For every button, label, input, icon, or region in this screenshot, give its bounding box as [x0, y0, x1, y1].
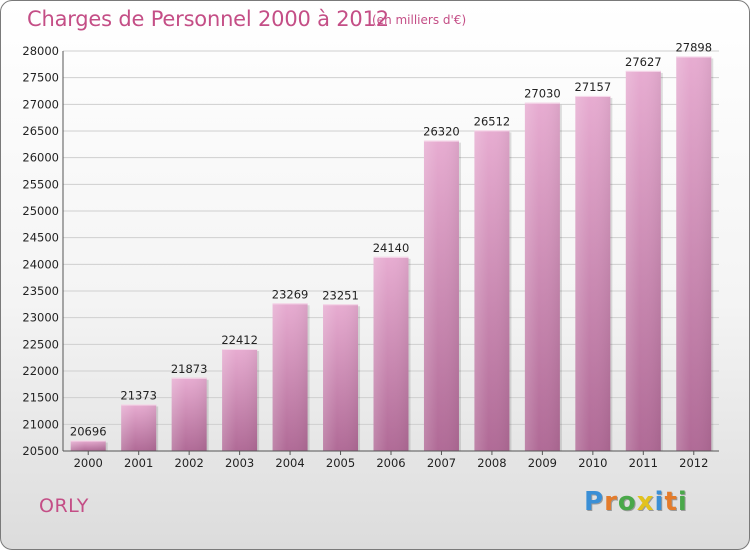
y-tick-label: 24000: [22, 257, 59, 271]
bar-layer: [70, 56, 714, 452]
y-tick-label: 28000: [22, 44, 59, 58]
x-tick-label: 2002: [175, 456, 204, 470]
logo-letter: r: [604, 487, 618, 517]
y-tick-label: 27500: [22, 71, 59, 85]
x-tick-label: 2001: [124, 456, 153, 470]
data-label: 27898: [675, 40, 712, 54]
y-tick-label: 20500: [22, 444, 59, 458]
bar-shine: [575, 95, 611, 452]
y-tick-label: 26000: [22, 151, 59, 165]
bar-shine: [70, 440, 106, 451]
data-label: 23251: [322, 288, 359, 302]
x-tick-label: 2012: [679, 456, 708, 470]
data-label: 21373: [120, 388, 157, 402]
chart-subtitle: (en milliers d'€): [372, 13, 467, 27]
bar-shine: [373, 256, 409, 451]
bar-shine: [676, 56, 712, 451]
x-tick-label: 2007: [427, 456, 456, 470]
bar-shine: [625, 70, 661, 451]
proxiti-logo[interactable]: Proxiti: [584, 487, 688, 517]
axis-layer: 20500 21000 21500 22000 22500 23000 23500 24000…: [22, 40, 719, 470]
logo-letter: x: [636, 487, 655, 517]
data-label: 27627: [625, 55, 662, 69]
town-name: ORLY: [39, 495, 89, 517]
x-tick-label: 2008: [477, 456, 506, 470]
y-tick-label: 21500: [22, 391, 59, 405]
data-label: 27157: [575, 80, 612, 94]
data-label: 21873: [171, 362, 208, 376]
y-tick-label: 27000: [22, 97, 59, 111]
x-tick-label: 2003: [225, 456, 254, 470]
y-tick-label: 22000: [22, 364, 59, 378]
data-label: 22412: [221, 333, 258, 347]
bar-shine: [323, 304, 359, 451]
data-label: 24140: [373, 241, 410, 255]
bar-shine: [524, 102, 560, 451]
logo-letter: P: [584, 487, 605, 517]
logo-letter: t: [664, 487, 678, 517]
data-label: 23269: [272, 287, 309, 301]
x-tick-label: 2005: [326, 456, 355, 470]
y-tick-label: 23000: [22, 311, 59, 325]
bar-shine: [272, 303, 308, 451]
bar-shine: [474, 130, 510, 452]
x-tick-label: 2011: [629, 456, 658, 470]
y-tick-label: 23500: [22, 284, 59, 298]
chart-title: Charges de Personnel 2000 à 2012: [27, 7, 389, 31]
x-tick-label: 2000: [74, 456, 103, 470]
x-tick-label: 2010: [578, 456, 607, 470]
bar-shine: [423, 140, 459, 451]
data-label: 26320: [423, 125, 460, 139]
logo-letter: o: [617, 487, 637, 517]
y-tick-label: 24500: [22, 231, 59, 245]
bar-shine: [222, 349, 258, 451]
data-label: 26512: [474, 114, 511, 128]
logo-letter: i: [677, 487, 688, 517]
y-tick-label: 25000: [22, 204, 59, 218]
bar-shine: [121, 404, 157, 451]
logo-letter: i: [654, 487, 665, 517]
y-tick-label: 22500: [22, 337, 59, 351]
bar-shine: [171, 377, 207, 451]
x-tick-label: 2004: [275, 456, 304, 470]
y-tick-label: 25500: [22, 177, 59, 191]
data-label: 27030: [524, 87, 561, 101]
y-tick-label: 21000: [22, 417, 59, 431]
data-label: 20696: [70, 425, 107, 439]
x-tick-label: 2006: [376, 456, 405, 470]
x-tick-label: 2009: [528, 456, 557, 470]
y-tick-label: 26500: [22, 124, 59, 138]
